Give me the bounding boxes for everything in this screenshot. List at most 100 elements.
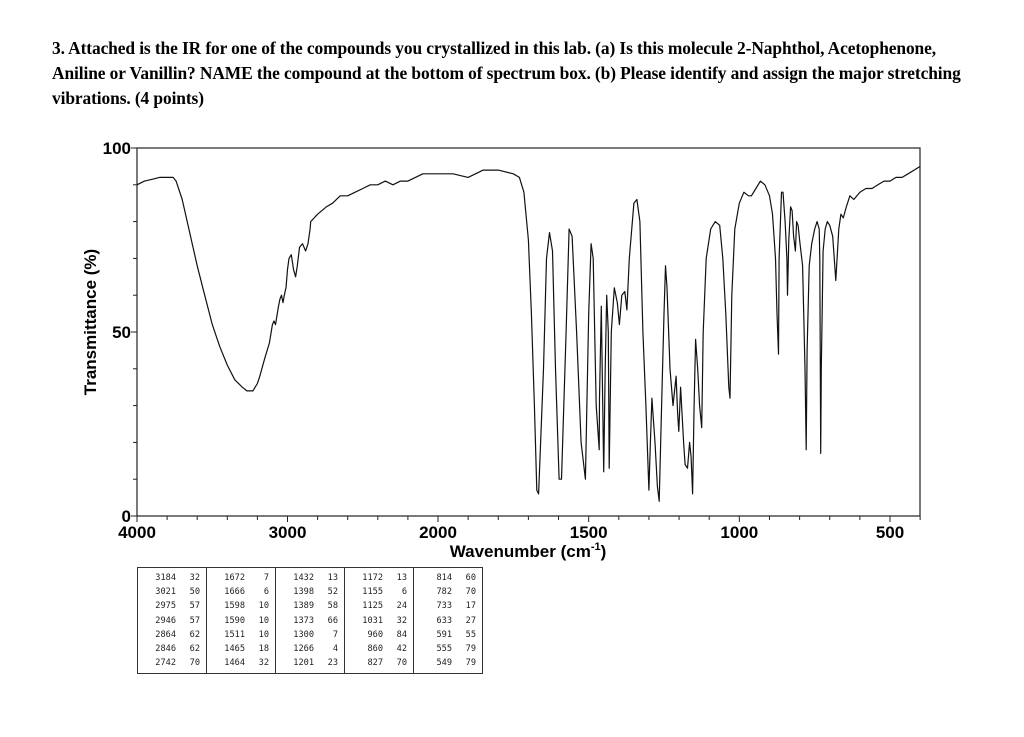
peak-wavenumber: 3021 — [155, 587, 176, 598]
peak-transmittance: 10 — [258, 629, 269, 640]
peak-wavenumber: 549 — [436, 658, 452, 669]
peak-transmittance: 84 — [396, 629, 407, 640]
peak-wavenumber: 1389 — [293, 601, 314, 612]
peak-row: 1398 52 — [284, 585, 338, 599]
peak-row: 2975 57 — [146, 599, 200, 613]
peak-wavenumber: 1031 — [362, 615, 383, 626]
x-axis-title: Wavenumber (cm-1) — [450, 541, 607, 561]
peak-transmittance: 17 — [465, 601, 476, 612]
peak-table-column: 814 60 782 70 733 17 633 27 591 55 555 79 549 79 — [414, 568, 482, 673]
peak-transmittance: 52 — [327, 587, 338, 598]
peak-transmittance: 24 — [396, 601, 407, 612]
peak-wavenumber: 2864 — [155, 629, 176, 640]
peak-wavenumber: 1201 — [293, 658, 314, 669]
x-tick-label: 1000 — [720, 523, 758, 542]
peak-transmittance: 10 — [258, 601, 269, 612]
y-axis-title: Transmittance (%) — [81, 249, 100, 395]
peak-table-column: 3184 32 3021 50 2975 57 2946 57 2864 62 2846 62 2742… — [138, 568, 207, 674]
peak-row: 2742 70 — [146, 656, 200, 670]
peak-wavenumber: 1511 — [224, 629, 245, 640]
peak-row: 3021 50 — [146, 585, 200, 599]
peak-wavenumber: 814 — [436, 573, 452, 583]
y-tick-label: 0 — [122, 507, 131, 526]
peak-row: 1172 13 — [353, 571, 407, 585]
peak-row: 1125 24 — [353, 599, 407, 613]
peak-row: 1266 4 — [284, 642, 338, 656]
peak-transmittance: 57 — [189, 601, 200, 612]
peak-wavenumber: 1300 — [293, 629, 314, 640]
peak-wavenumber: 960 — [367, 629, 383, 640]
spectrum-line — [136, 165, 921, 502]
peak-row: 1598 10 — [215, 599, 269, 613]
x-tick-label: 2000 — [419, 523, 457, 542]
peak-row: 2864 62 — [146, 628, 200, 642]
peak-transmittance: 62 — [189, 643, 200, 654]
peak-transmittance: 50 — [189, 587, 200, 598]
peak-wavenumber: 2946 — [155, 615, 176, 626]
peak-wavenumber: 1598 — [224, 601, 245, 612]
peak-wavenumber: 1373 — [293, 615, 314, 626]
peak-wavenumber: 591 — [436, 629, 452, 640]
peak-transmittance: 7 — [263, 573, 269, 583]
peak-transmittance: 7 — [332, 629, 338, 640]
peak-wavenumber: 555 — [436, 643, 452, 654]
peak-row: 633 27 — [422, 614, 476, 628]
question-text: 3. Attached is the IR for one of the com… — [52, 38, 961, 108]
peak-wavenumber: 827 — [367, 658, 383, 669]
peak-transmittance: 6 — [263, 587, 269, 598]
peak-row: 1672 7 — [215, 571, 269, 585]
peak-wavenumber: 1666 — [224, 587, 245, 598]
peak-row: 1464 32 — [215, 656, 269, 670]
peak-table-column: 1672 7 1666 6 1598 10 1590 10 1511 10 1465 18 1464 32 — [207, 568, 276, 674]
peak-row: 1300 7 — [284, 628, 338, 642]
peak-transmittance: 66 — [327, 615, 338, 626]
peak-row: 2846 62 — [146, 642, 200, 656]
peak-row: 1389 58 — [284, 599, 338, 613]
peak-row: 1590 10 — [215, 614, 269, 628]
peak-row: 1666 6 — [215, 585, 269, 599]
peak-transmittance: 57 — [189, 615, 200, 626]
peak-wavenumber: 1155 — [362, 587, 383, 598]
peak-wavenumber: 633 — [436, 615, 452, 626]
peak-row: 1432 13 — [284, 571, 338, 585]
peak-row: 960 84 — [353, 628, 407, 642]
peak-transmittance: 70 — [396, 658, 407, 669]
x-tick-labels: 4000 3000 2000 1500 1000 500 — [118, 523, 904, 542]
peak-row: 2946 57 — [146, 614, 200, 628]
peak-wavenumber: 1672 — [224, 573, 245, 583]
peak-row: 555 79 — [422, 642, 476, 656]
peak-row: 549 79 — [422, 656, 476, 670]
peak-transmittance: 60 — [465, 573, 476, 583]
peak-row: 814 60 — [422, 571, 476, 585]
peak-row: 1511 10 — [215, 628, 269, 642]
x-tick-label: 500 — [876, 523, 904, 542]
peak-wavenumber: 1464 — [224, 658, 245, 669]
peak-transmittance: 32 — [396, 615, 407, 626]
x-tick-label: 3000 — [269, 523, 307, 542]
x-tick-label: 4000 — [118, 523, 156, 542]
y-ticks — [131, 147, 137, 517]
plot-frame — [136, 147, 921, 517]
peak-wavenumber: 782 — [436, 587, 452, 598]
peak-row: 1465 18 — [215, 642, 269, 656]
peak-transmittance: 70 — [189, 658, 200, 669]
peak-transmittance: 27 — [465, 615, 476, 626]
peak-row: 733 17 — [422, 599, 476, 613]
peak-row: 1373 66 — [284, 614, 338, 628]
peak-transmittance: 32 — [189, 573, 200, 583]
peak-row: 1031 32 — [353, 614, 407, 628]
peak-transmittance: 62 — [189, 629, 200, 640]
peak-row: 3184 32 — [146, 571, 200, 585]
peak-transmittance: 32 — [258, 658, 269, 669]
peak-wavenumber: 2975 — [155, 601, 176, 612]
peak-transmittance: 79 — [465, 658, 476, 669]
peak-table-column: 1432 13 1398 52 1389 58 1373 66 1300 7 1266 4 1201 23 — [276, 568, 345, 674]
peak-wavenumber: 1266 — [293, 643, 314, 654]
peak-transmittance: 58 — [327, 601, 338, 612]
peak-table-column: 1172 13 1155 6 1125 24 1031 32 960 84 860 42 827 70 — [345, 568, 414, 674]
peak-transmittance: 18 — [258, 643, 269, 654]
y-tick-label: 100 — [103, 139, 131, 158]
peak-wavenumber: 1125 — [362, 601, 383, 612]
peak-transmittance: 13 — [396, 573, 407, 583]
